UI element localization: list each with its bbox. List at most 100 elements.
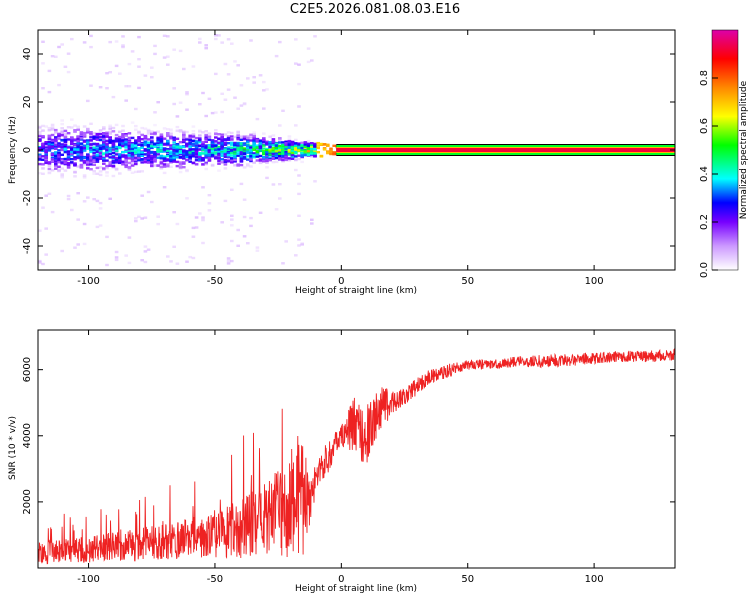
heatmap-cell bbox=[172, 141, 176, 144]
heatmap-cell bbox=[297, 244, 301, 247]
heatmap-cell bbox=[127, 144, 132, 148]
heatmap-cell bbox=[92, 156, 96, 160]
heatmap-cell bbox=[284, 240, 288, 243]
heatmap-cell bbox=[220, 145, 224, 149]
heatmap-cell bbox=[194, 159, 199, 162]
heatmap-cell bbox=[82, 161, 87, 164]
heatmap-cell bbox=[210, 155, 215, 158]
heatmap-cell bbox=[201, 148, 205, 152]
heatmap-cell bbox=[268, 141, 272, 144]
heatmap-cell bbox=[265, 152, 269, 156]
heatmap-cell bbox=[63, 160, 68, 163]
heatmap-cell bbox=[47, 164, 52, 168]
heatmap-cell bbox=[326, 151, 330, 155]
heatmap-cell bbox=[278, 183, 282, 186]
heatmap-cell bbox=[258, 149, 263, 152]
heatmap-cell bbox=[172, 138, 176, 142]
heatmap-cell bbox=[217, 34, 221, 37]
heatmap-cell bbox=[271, 138, 276, 141]
heatmap-cell bbox=[230, 224, 234, 227]
heatmap-cell bbox=[114, 145, 119, 149]
heatmap-cell bbox=[188, 255, 192, 259]
heatmap-cell bbox=[102, 126, 106, 129]
heatmap-cell bbox=[210, 153, 215, 157]
heatmap-cell bbox=[182, 67, 186, 71]
heatmap-cell bbox=[82, 242, 87, 246]
heatmap-cell bbox=[198, 133, 202, 137]
heatmap-cell bbox=[86, 147, 90, 150]
heatmap-cell bbox=[50, 141, 55, 144]
heatmap-cell bbox=[54, 151, 58, 154]
heatmap-cell bbox=[54, 161, 58, 164]
heatmap-cell bbox=[191, 136, 196, 139]
heatmap-cell bbox=[102, 134, 106, 137]
heatmap-cell bbox=[169, 144, 173, 147]
heatmap-cell bbox=[217, 151, 221, 154]
heatmap-cell bbox=[271, 155, 276, 158]
spectrum-x-tick-label: 50 bbox=[461, 276, 474, 287]
heatmap-cell bbox=[236, 134, 240, 137]
heatmap-cell bbox=[185, 91, 189, 94]
heatmap-cell bbox=[294, 158, 298, 161]
heatmap-cell bbox=[127, 139, 132, 142]
heatmap-cell bbox=[172, 87, 176, 90]
heatmap-cell bbox=[223, 149, 228, 152]
heatmap-cell bbox=[111, 139, 116, 143]
heatmap-cell bbox=[118, 159, 122, 162]
heatmap-cell bbox=[207, 159, 212, 162]
heatmap-cell bbox=[271, 183, 276, 186]
heatmap-cell bbox=[118, 172, 122, 175]
heatmap-cell bbox=[60, 158, 64, 161]
heatmap-cell bbox=[249, 165, 253, 168]
heatmap-cell bbox=[271, 134, 276, 137]
heatmap-cell bbox=[159, 165, 164, 169]
heatmap-cell bbox=[188, 145, 192, 148]
heatmap-cell bbox=[76, 155, 80, 158]
heatmap-cell bbox=[287, 146, 292, 150]
heatmap-cell bbox=[134, 124, 138, 128]
heatmap-cell bbox=[89, 146, 93, 149]
heatmap-cell bbox=[310, 155, 314, 158]
heatmap-cell bbox=[249, 151, 253, 154]
heatmap-cell bbox=[105, 72, 109, 75]
heatmap-cell bbox=[102, 126, 106, 129]
heatmap-cell bbox=[159, 138, 164, 141]
heatmap-cell bbox=[287, 138, 292, 141]
heatmap-cell bbox=[185, 130, 189, 134]
heatmap-cell bbox=[271, 149, 276, 152]
heatmap-cell bbox=[82, 134, 87, 137]
heatmap-cell bbox=[242, 155, 247, 159]
heatmap-cell bbox=[162, 148, 167, 151]
heatmap-cell bbox=[137, 215, 141, 218]
heatmap-cell bbox=[258, 161, 263, 165]
heatmap-cell bbox=[290, 157, 295, 160]
heatmap-cell bbox=[134, 156, 138, 159]
heatmap-cell bbox=[198, 156, 202, 159]
heatmap-cell bbox=[92, 135, 96, 139]
heatmap-cell bbox=[89, 139, 93, 142]
heatmap-cell bbox=[265, 142, 269, 145]
heatmap-cell bbox=[76, 135, 80, 138]
heatmap-cell bbox=[169, 156, 173, 159]
heatmap-cell bbox=[79, 131, 84, 134]
heatmap-cell bbox=[41, 142, 45, 145]
heatmap-cell bbox=[191, 135, 196, 138]
heatmap-cell bbox=[220, 152, 224, 155]
heatmap-cell bbox=[287, 140, 292, 143]
heatmap-cell bbox=[294, 62, 298, 65]
heatmap-cell bbox=[98, 138, 103, 142]
heatmap-cell bbox=[166, 128, 170, 131]
heatmap-cell bbox=[178, 129, 183, 132]
heatmap-cell bbox=[236, 107, 240, 110]
heatmap-cell bbox=[201, 131, 205, 134]
colorbar-tick-label: 0.8 bbox=[699, 70, 710, 86]
heatmap-cell bbox=[54, 136, 58, 139]
heatmap-cell bbox=[66, 150, 71, 153]
heatmap-cell bbox=[210, 150, 215, 153]
heatmap-cell bbox=[204, 146, 208, 149]
heatmap-cell bbox=[121, 129, 125, 132]
heatmap-cell bbox=[185, 108, 189, 111]
heatmap-cell bbox=[95, 199, 100, 203]
heatmap-cell bbox=[230, 161, 234, 164]
heatmap-cell bbox=[111, 174, 116, 178]
